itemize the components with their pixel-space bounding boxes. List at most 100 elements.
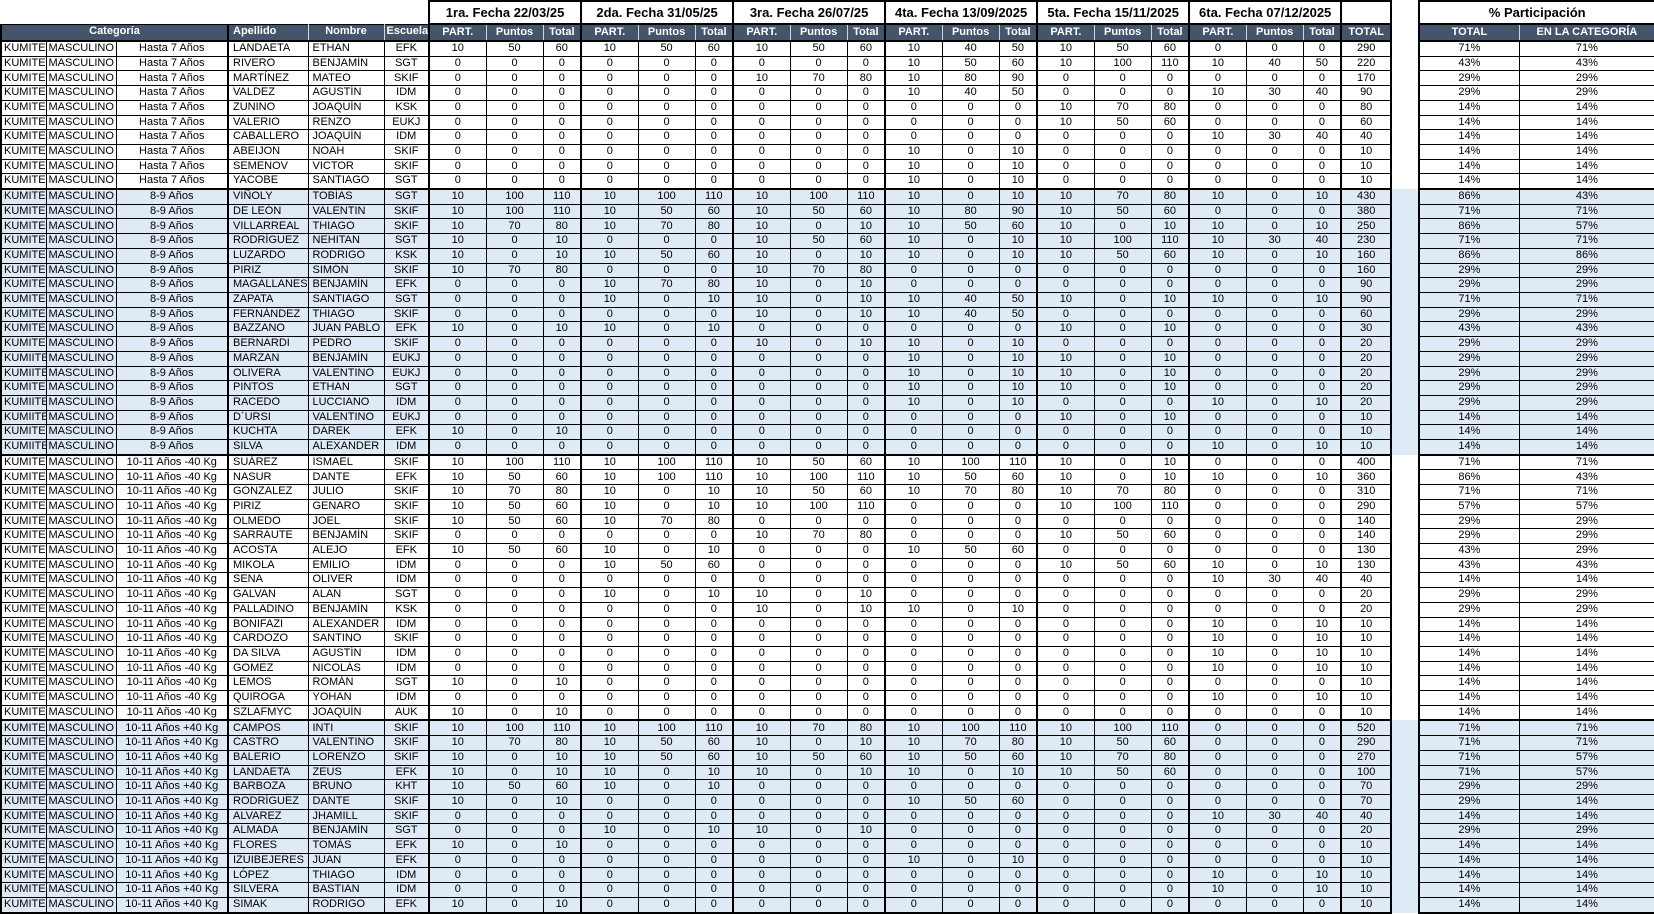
cell-genero[interactable]: MASCULINO xyxy=(45,277,117,293)
cell-nombre[interactable]: YOHAN xyxy=(307,690,385,706)
cell-f3-puntos[interactable]: 100 xyxy=(789,188,848,205)
cell-f6-total[interactable]: 0 xyxy=(1302,321,1343,338)
cell-f5-part[interactable]: 10 xyxy=(1036,749,1095,766)
cell-f3-puntos[interactable]: 0 xyxy=(789,513,848,530)
cell-f3-part[interactable]: 10 xyxy=(732,188,791,205)
cell-f6-total[interactable]: 10 xyxy=(1302,645,1343,662)
cell-f6-total[interactable]: 0 xyxy=(1302,306,1343,323)
cell-f1-total[interactable]: 0 xyxy=(542,277,583,293)
cell-f1-puntos[interactable]: 50 xyxy=(485,40,544,57)
cell-f3-part[interactable]: 10 xyxy=(732,247,791,264)
cell-genero[interactable]: MASCULINO xyxy=(45,749,117,766)
cell-pct-categoria[interactable]: 14% xyxy=(1518,704,1654,721)
cell-f2-part[interactable]: 0 xyxy=(580,99,639,116)
cell-f2-puntos[interactable]: 0 xyxy=(637,114,696,131)
cell-f6-puntos[interactable]: 0 xyxy=(1245,660,1304,677)
cell-modalidad[interactable]: KUMITE xyxy=(0,85,47,101)
cell-modalidad[interactable]: KUMITE xyxy=(0,882,47,898)
cell-f2-puntos[interactable]: 0 xyxy=(637,808,696,825)
cell-f5-part[interactable]: 0 xyxy=(1036,660,1095,677)
cell-pct-total[interactable]: 29% xyxy=(1418,779,1520,795)
cell-f2-puntos[interactable]: 0 xyxy=(637,336,696,352)
cell-f3-part[interactable]: 10 xyxy=(732,40,791,57)
cell-modalidad[interactable]: KUMITE xyxy=(0,852,47,869)
cell-f5-part[interactable]: 0 xyxy=(1036,306,1095,323)
cell-f4-total[interactable]: 0 xyxy=(998,129,1039,145)
cell-f4-total[interactable]: 0 xyxy=(998,660,1039,677)
cell-pct-categoria[interactable]: 71% xyxy=(1518,203,1654,220)
cell-f2-total[interactable]: 10 xyxy=(694,764,735,781)
cell-f6-puntos[interactable]: 0 xyxy=(1245,218,1304,235)
cell-f3-total[interactable]: 0 xyxy=(846,158,887,175)
cell-f4-puntos[interactable]: 70 xyxy=(941,484,1000,500)
cell-categoria[interactable]: Hasta 7 Años xyxy=(115,55,229,72)
cell-f5-part[interactable]: 10 xyxy=(1036,453,1095,471)
cell-f6-part[interactable]: 10 xyxy=(1188,660,1247,677)
cell-pct-total[interactable]: 71% xyxy=(1418,233,1520,249)
cell-f3-puntos[interactable]: 0 xyxy=(789,675,848,692)
cell-modalidad[interactable]: KUMITE xyxy=(0,143,47,160)
cell-f5-puntos[interactable]: 0 xyxy=(1093,793,1152,810)
cell-f6-total[interactable]: 0 xyxy=(1302,424,1343,441)
cell-f5-puntos[interactable]: 0 xyxy=(1093,852,1152,869)
cell-f4-part[interactable]: 0 xyxy=(884,114,943,131)
cell-f2-part[interactable]: 0 xyxy=(580,143,639,160)
cell-f5-part[interactable]: 0 xyxy=(1036,70,1095,87)
cell-f5-puntos[interactable]: 0 xyxy=(1093,143,1152,160)
cell-f4-part[interactable]: 10 xyxy=(884,749,943,766)
cell-f1-total[interactable]: 0 xyxy=(542,572,583,589)
cell-f1-total[interactable]: 0 xyxy=(542,616,583,633)
cell-f2-total[interactable]: 10 xyxy=(694,292,735,308)
cell-f2-puntos[interactable]: 0 xyxy=(637,601,696,618)
cell-f1-total[interactable]: 0 xyxy=(542,143,583,160)
cell-escuela[interactable]: SGT xyxy=(383,675,431,692)
cell-f4-puntos[interactable]: 0 xyxy=(941,557,1000,574)
cell-f2-part[interactable]: 0 xyxy=(580,882,639,898)
cell-genero[interactable]: MASCULINO xyxy=(45,498,117,515)
cell-f1-puntos[interactable]: 0 xyxy=(485,660,544,677)
cell-f6-puntos[interactable]: 30 xyxy=(1245,808,1304,825)
cell-f2-part[interactable]: 0 xyxy=(580,394,639,411)
cell-total[interactable]: 10 xyxy=(1340,424,1393,441)
cell-f5-part[interactable]: 0 xyxy=(1036,896,1095,914)
cell-escuela[interactable]: SKIF xyxy=(383,203,431,220)
cell-apellido[interactable]: YACOBE xyxy=(227,173,309,190)
cell-genero[interactable]: MASCULINO xyxy=(45,262,117,279)
cell-total[interactable]: 10 xyxy=(1340,690,1393,706)
cell-f5-puntos[interactable]: 70 xyxy=(1093,99,1152,116)
cell-f2-puntos[interactable]: 0 xyxy=(637,867,696,884)
cell-f2-total[interactable]: 0 xyxy=(694,306,735,323)
cell-f4-total[interactable]: 80 xyxy=(998,484,1039,500)
cell-modalidad[interactable]: KUMITE xyxy=(0,55,47,72)
cell-f6-part[interactable]: 0 xyxy=(1188,838,1247,854)
cell-f6-puntos[interactable]: 0 xyxy=(1245,439,1304,456)
cell-apellido[interactable]: MARTÍNEZ xyxy=(227,70,309,87)
cell-f3-part[interactable]: 0 xyxy=(732,808,791,825)
cell-f1-puntos[interactable]: 0 xyxy=(485,247,544,264)
cell-modalidad[interactable]: KUMITE xyxy=(0,292,47,308)
cell-pct-total[interactable]: 29% xyxy=(1418,336,1520,352)
cell-f5-part[interactable]: 0 xyxy=(1036,779,1095,795)
cell-f3-total[interactable]: 10 xyxy=(846,292,887,308)
cell-modalidad[interactable]: KUMITE xyxy=(0,542,47,559)
cell-f6-total[interactable]: 10 xyxy=(1302,292,1343,308)
cell-f3-puntos[interactable]: 0 xyxy=(789,660,848,677)
cell-modalidad[interactable]: KUMITE xyxy=(0,469,47,486)
cell-f3-part[interactable]: 10 xyxy=(732,292,791,308)
cell-f5-total[interactable]: 60 xyxy=(1150,557,1191,574)
cell-total[interactable]: 130 xyxy=(1340,557,1393,574)
cell-categoria[interactable]: 8-9 Años xyxy=(115,424,229,441)
cell-f1-puntos[interactable]: 0 xyxy=(485,365,544,382)
cell-f4-puntos[interactable]: 40 xyxy=(941,292,1000,308)
cell-modalidad[interactable]: KUMITE xyxy=(0,704,47,721)
cell-f1-part[interactable]: 10 xyxy=(428,513,487,530)
cell-f1-total[interactable]: 0 xyxy=(542,70,583,87)
cell-f4-puntos[interactable]: 0 xyxy=(941,424,1000,441)
cell-f1-total[interactable]: 0 xyxy=(542,114,583,131)
cell-f6-part[interactable]: 10 xyxy=(1188,690,1247,706)
cell-modalidad[interactable]: KUMITE xyxy=(0,40,47,57)
cell-f1-total[interactable]: 0 xyxy=(542,690,583,706)
cell-f6-part[interactable]: 0 xyxy=(1188,513,1247,530)
cell-escuela[interactable]: EFK xyxy=(383,277,431,293)
cell-f6-part[interactable]: 10 xyxy=(1188,645,1247,662)
